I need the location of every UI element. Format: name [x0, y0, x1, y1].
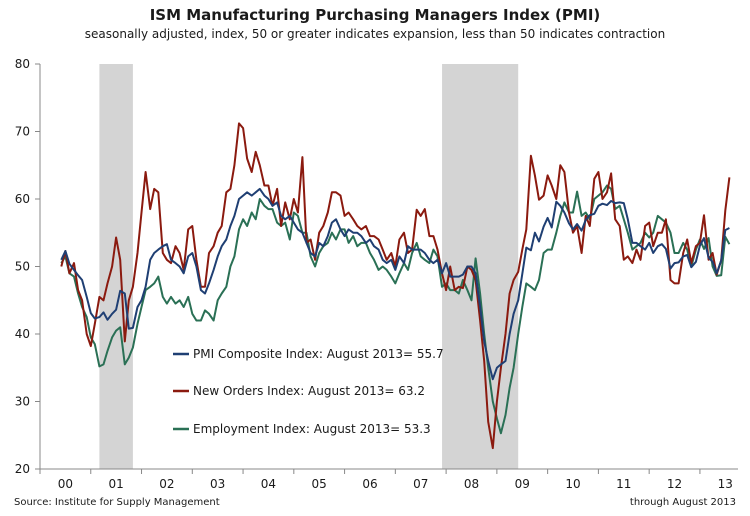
series-lines	[60, 122, 731, 450]
y-tick-label: 80	[15, 57, 30, 71]
recession-band-1	[442, 64, 519, 469]
y-tick-label: 20	[15, 462, 30, 476]
legend-label: New Orders Index: August 2013= 63.2	[193, 384, 425, 398]
x-ticks: 00 01 02 03 04 05 06 07 08 09 10 11 12 13	[39, 469, 733, 491]
series-line-pmi	[60, 187, 730, 381]
x-tick-label: 09	[515, 477, 530, 491]
x-tick-label: 11	[616, 477, 631, 491]
legend: PMI Composite Index: August 2013= 55.7 Ne…	[173, 347, 444, 436]
recession-band-0	[99, 64, 133, 469]
y-tick-label: 60	[15, 192, 30, 206]
series-line-employment	[60, 184, 731, 435]
legend-label: Employment Index: August 2013= 53.3	[193, 422, 431, 436]
x-tick-label: 07	[413, 477, 428, 491]
series-line-new-orders	[60, 122, 731, 450]
x-tick-label: 08	[464, 477, 479, 491]
y-tick-label: 70	[15, 125, 30, 139]
x-tick-label: 04	[261, 477, 276, 491]
y-tick-label: 30	[15, 395, 30, 409]
source-note: Source: Institute for Supply Management	[14, 497, 220, 508]
period-note: through August 2013	[629, 497, 736, 508]
chart-subtitle: seasonally adjusted, index, 50 or greate…	[84, 27, 666, 41]
y-ticks: 20 30 40 50 60 70 80	[15, 57, 40, 476]
x-tick-label: 02	[159, 477, 174, 491]
y-tick-label: 50	[15, 260, 30, 274]
x-tick-label: 01	[109, 477, 124, 491]
x-tick-label: 00	[58, 477, 73, 491]
x-tick-label: 06	[362, 477, 377, 491]
chart-title: ISM Manufacturing Purchasing Managers In…	[149, 6, 601, 24]
recession-bands	[99, 64, 519, 469]
x-tick-label: 13	[718, 477, 733, 491]
x-tick-label: 05	[312, 477, 327, 491]
x-tick-label: 03	[210, 477, 225, 491]
x-tick-label: 12	[667, 477, 682, 491]
x-tick-label: 10	[565, 477, 580, 491]
legend-label: PMI Composite Index: August 2013= 55.7	[193, 347, 444, 361]
y-tick-label: 40	[15, 327, 30, 341]
